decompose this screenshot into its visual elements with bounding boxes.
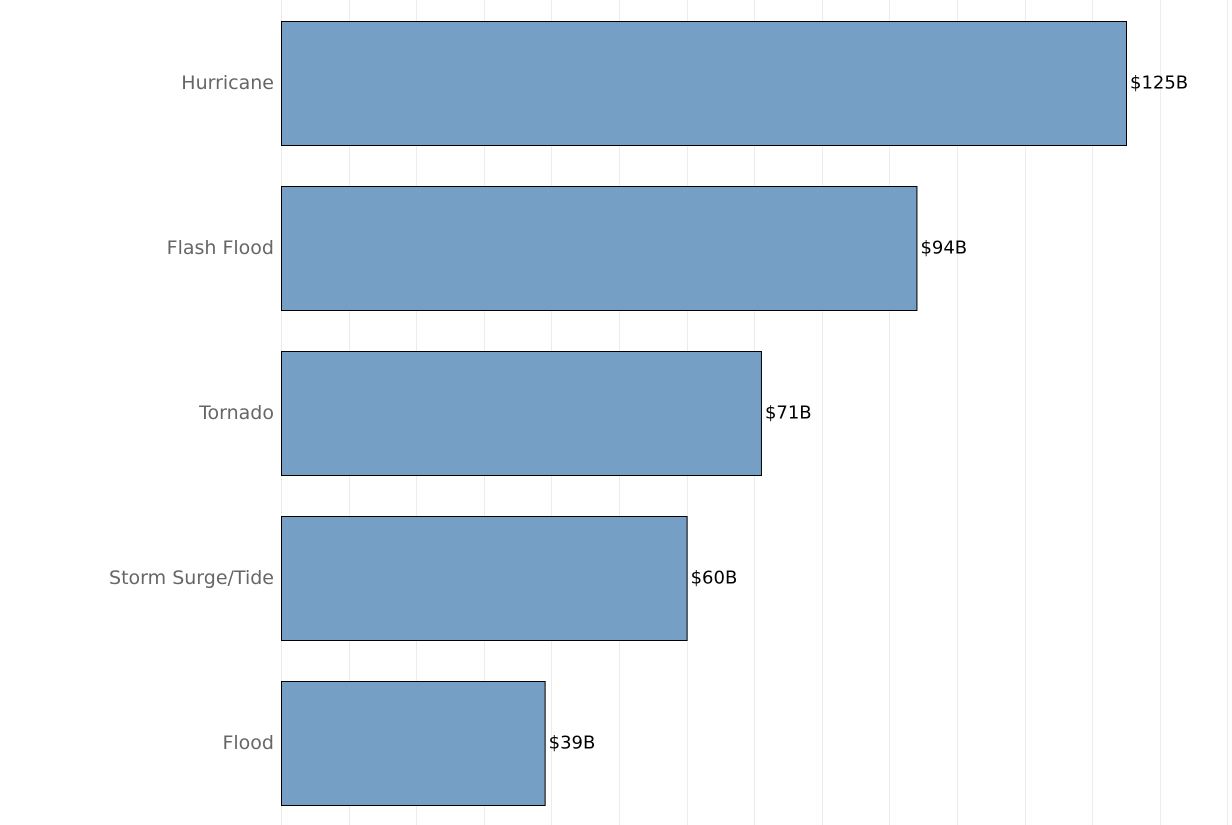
category-label-tornado: Tornado: [198, 402, 274, 424]
category-label-hurricane: Hurricane: [181, 72, 274, 94]
value-label-tornado: $71B: [765, 403, 812, 424]
bar-flash-flood: [282, 187, 917, 311]
value-label-hurricane: $125B: [1130, 73, 1188, 94]
bar-hurricane: [282, 22, 1127, 146]
bar-tornado: [282, 352, 762, 476]
bar-flood: [282, 682, 546, 806]
value-label-flash-flood: $94B: [920, 238, 967, 259]
category-label-storm-surge-tide: Storm Surge/Tide: [109, 567, 274, 589]
value-label-flood: $39B: [549, 733, 596, 754]
category-label-flood: Flood: [222, 732, 274, 754]
category-labels: Hurricane Flash Flood Tornado Storm Surge/T…: [109, 72, 274, 754]
category-label-flash-flood: Flash Flood: [167, 237, 274, 259]
bar-storm-surge-tide: [282, 517, 688, 641]
value-label-storm-surge-tide: $60B: [691, 568, 738, 589]
bars: [282, 22, 1127, 806]
